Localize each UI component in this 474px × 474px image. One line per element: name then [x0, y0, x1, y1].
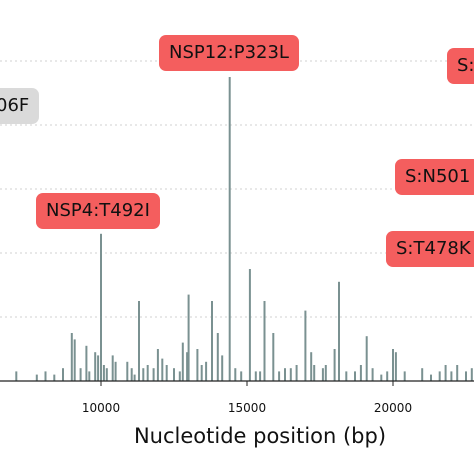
bar-16	[100, 233, 102, 381]
mutation-label-NSP12-P323L: NSP12:P323L	[159, 35, 299, 71]
bar-13	[88, 371, 91, 381]
bar-50	[278, 371, 281, 381]
bar-78	[470, 368, 473, 381]
bar-49	[272, 333, 275, 381]
bar-15	[97, 355, 100, 381]
x-axis-ticks: 10000 15000 20000	[82, 381, 412, 415]
bar-42	[228, 77, 231, 381]
bar-22	[130, 368, 133, 381]
bar-55	[310, 352, 313, 381]
bar-60	[338, 281, 340, 381]
bar-72	[430, 374, 432, 381]
bar-12	[85, 345, 88, 381]
bar-8	[62, 368, 64, 381]
bar-35	[187, 294, 190, 381]
bar-68	[392, 349, 394, 381]
bar-23	[133, 374, 136, 381]
bar-36	[196, 349, 199, 381]
bar-31	[173, 368, 175, 381]
bar-19	[111, 355, 114, 381]
bar-27	[152, 368, 155, 381]
bar-47	[259, 371, 262, 381]
bar-5	[35, 374, 38, 381]
x-axis-label: Nucleotide position (bp)	[133, 424, 387, 448]
mutation-label-NSP4-T492I: NSP4:T492I	[36, 193, 160, 229]
bar-70	[403, 371, 406, 381]
bar-74	[444, 365, 447, 381]
bar-21	[126, 361, 129, 381]
bar-29	[161, 358, 164, 381]
bar-48	[263, 301, 266, 381]
bar-40	[216, 333, 219, 381]
bar-43	[234, 368, 237, 381]
bar-77	[465, 371, 467, 381]
bar-37	[200, 365, 203, 381]
bar-71	[421, 368, 424, 381]
bar-10	[73, 339, 76, 381]
bar-17	[102, 365, 105, 381]
bar-41	[221, 355, 224, 381]
bar-66	[380, 374, 383, 381]
bar-44	[240, 371, 243, 381]
bar-69	[394, 352, 397, 381]
x-tick-label-15000: 15000	[228, 401, 266, 415]
x-tick-label-20000: 20000	[374, 401, 412, 415]
bar-32	[178, 371, 181, 381]
bar-53	[295, 365, 298, 381]
bar-59	[333, 349, 336, 381]
bar-24	[138, 301, 140, 381]
bar-54	[304, 310, 307, 381]
bar-46	[254, 371, 257, 381]
bar-20	[114, 361, 117, 381]
bar-51	[284, 368, 286, 381]
bar-62	[354, 371, 356, 381]
mutation-label-S-top: S:	[447, 48, 474, 84]
bar-26	[146, 365, 149, 381]
bar-6	[44, 371, 47, 381]
bar-38	[205, 361, 208, 381]
bar-14	[94, 352, 97, 381]
bar-30	[165, 365, 168, 381]
x-tick-label-10000: 10000	[82, 401, 120, 415]
bar-28	[156, 349, 159, 381]
bar-39	[211, 301, 213, 381]
bar-75	[450, 371, 453, 381]
bar-34	[186, 352, 189, 381]
bar-4	[15, 371, 18, 381]
bar-45	[248, 269, 251, 381]
bar-76	[456, 365, 459, 381]
bar-67	[386, 371, 389, 381]
bar-65	[371, 368, 374, 381]
bars	[15, 77, 473, 381]
mutation-label-S-T478K: S:T478K	[386, 231, 474, 267]
bar-18	[105, 368, 108, 381]
bar-64	[365, 336, 368, 381]
bar-33	[181, 342, 184, 381]
bar-11	[79, 368, 82, 381]
bar-57	[321, 368, 324, 381]
bar-63	[359, 365, 362, 381]
bar-58	[324, 365, 327, 381]
bar-73	[438, 371, 441, 381]
bar-56	[313, 365, 316, 381]
mutation-label-06F: 06F	[0, 88, 40, 124]
bar-61	[345, 371, 348, 381]
bar-25	[142, 368, 145, 381]
mutation-label-S-N501: S:N501	[395, 159, 474, 195]
bar-52	[289, 368, 292, 381]
bar-7	[53, 374, 56, 381]
bar-9	[70, 333, 73, 381]
